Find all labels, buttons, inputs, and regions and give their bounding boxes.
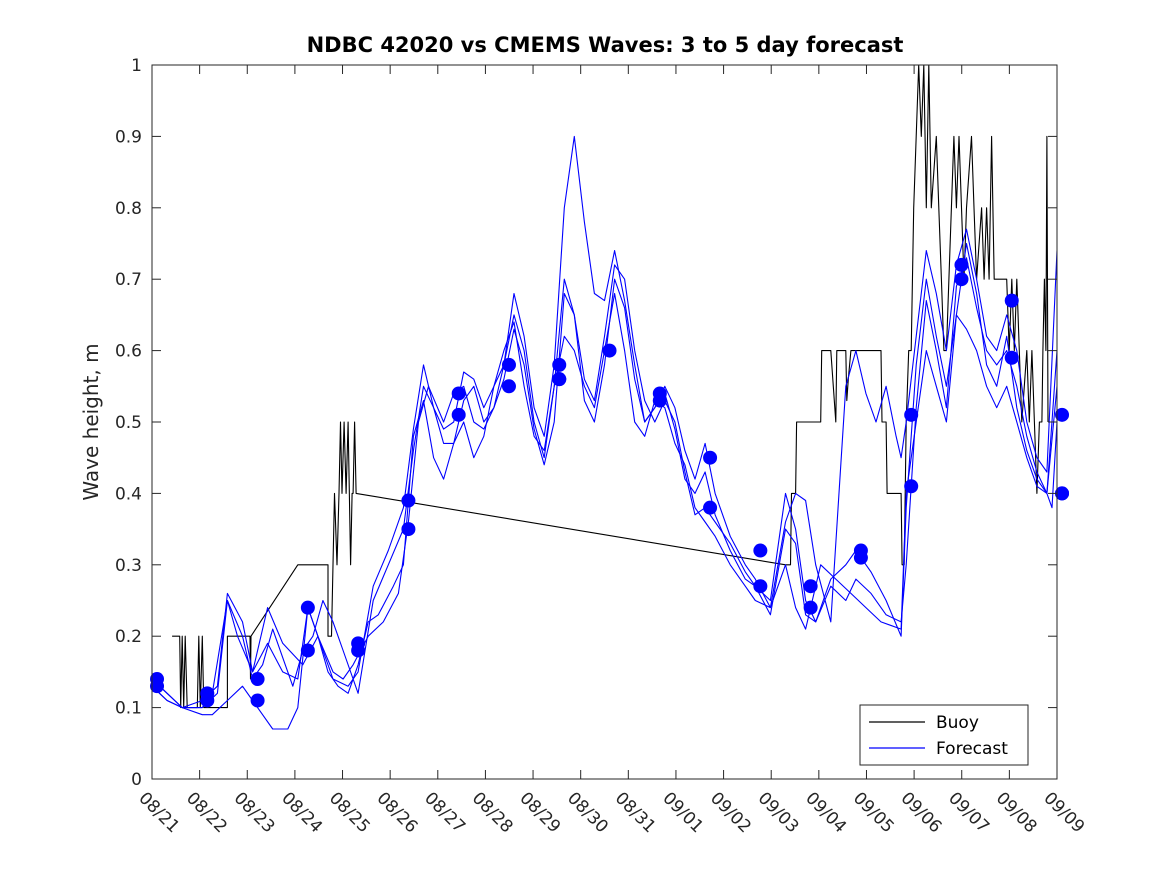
forecast-marker — [753, 543, 768, 558]
y-tick-label: 1 — [131, 56, 142, 76]
forecast-marker — [250, 693, 265, 708]
y-tick-label: 0.8 — [115, 199, 142, 219]
forecast-marker — [552, 357, 567, 372]
y-tick-label: 0.6 — [115, 342, 142, 362]
legend-label: Buoy — [936, 713, 979, 733]
forecast-marker — [954, 272, 969, 287]
y-tick-label: 0.9 — [115, 127, 142, 147]
forecast-marker — [1055, 407, 1070, 422]
forecast-marker — [250, 672, 265, 687]
legend: Buoy Forecast — [859, 704, 1029, 766]
y-tick-label: 0.4 — [115, 484, 142, 504]
forecast-marker — [351, 643, 366, 658]
forecast-marker — [954, 257, 969, 272]
forecast-marker — [401, 522, 416, 537]
y-tick-label: 0.7 — [115, 270, 142, 290]
forecast-marker — [803, 579, 818, 594]
forecast-marker — [602, 343, 617, 358]
forecast-marker — [401, 493, 416, 508]
forecast-marker — [501, 357, 516, 372]
forecast-marker — [652, 393, 667, 408]
y-tick-label: 0 — [131, 770, 142, 790]
forecast-series-line-1 — [152, 292, 1057, 709]
y-tick-label: 0.3 — [115, 556, 142, 576]
forecast-marker — [803, 600, 818, 615]
buoy-series-line — [172, 65, 1049, 709]
forecast-marker — [703, 500, 718, 515]
forecast-series-line-3 — [152, 242, 1057, 709]
forecast-marker — [300, 643, 315, 658]
legend-label: Forecast — [936, 739, 1008, 759]
forecast-marker — [1055, 486, 1070, 501]
forecast-marker — [1004, 293, 1019, 308]
y-tick-label: 0.5 — [115, 413, 142, 433]
forecast-marker — [904, 407, 919, 422]
forecast-series-line-2 — [152, 257, 1057, 730]
forecast-marker — [501, 379, 516, 394]
forecast-marker — [1004, 350, 1019, 365]
y-tick-label: 0.1 — [115, 699, 142, 719]
legend-box — [859, 704, 1029, 766]
forecast-marker — [703, 450, 718, 465]
forecast-marker — [451, 386, 466, 401]
y-tick-label: 0.2 — [115, 627, 142, 647]
forecast-marker — [150, 679, 165, 694]
y-axis-label: Wave height, m — [79, 343, 103, 500]
forecast-marker — [200, 693, 215, 708]
forecast-marker — [753, 579, 768, 594]
forecast-marker — [853, 550, 868, 565]
forecast-marker — [451, 407, 466, 422]
forecast-marker — [552, 372, 567, 387]
forecast-marker — [300, 600, 315, 615]
series-group — [152, 65, 1057, 730]
forecast-marker — [904, 479, 919, 494]
chart-title: NDBC 42020 vs CMEMS Waves: 3 to 5 day fo… — [307, 33, 904, 57]
forecast-series-line-4 — [152, 135, 1057, 709]
